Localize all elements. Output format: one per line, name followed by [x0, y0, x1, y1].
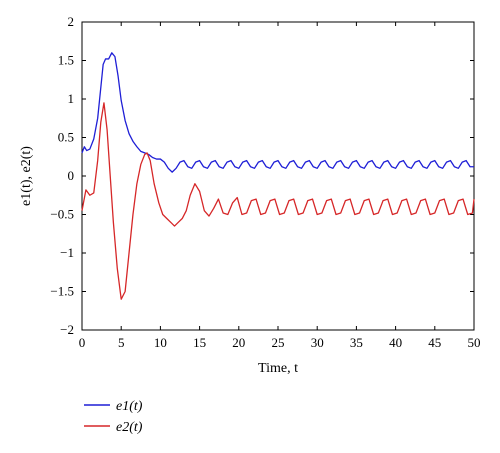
- x-tick-label: 15: [193, 335, 206, 350]
- x-tick-label: 40: [389, 335, 402, 350]
- y-tick-label: 2: [68, 14, 75, 29]
- y-tick-label: 1: [68, 91, 75, 106]
- y-tick-label: −2: [60, 322, 74, 337]
- y-axis-ticks: −2 −1.5 −1 −0.5 0 0.5 1 1.5 2: [50, 14, 474, 337]
- y-tick-label: −1: [60, 245, 74, 260]
- legend: e1(t) e2(t): [84, 399, 143, 435]
- x-axis-label: Time, t: [258, 361, 298, 376]
- y-tick-label: 0.5: [58, 130, 74, 145]
- x-axis-ticks: 0 5 10 15 20 25 30 35 40 45 50: [79, 22, 481, 350]
- x-tick-label: 20: [232, 335, 245, 350]
- x-tick-label: 0: [79, 335, 86, 350]
- x-tick-label: 30: [311, 335, 324, 350]
- x-tick-label: 25: [272, 335, 285, 350]
- y-tick-label: 1.5: [58, 53, 74, 68]
- y-axis-label: e1(t), e2(t): [19, 146, 34, 206]
- plot-area: [81, 21, 475, 331]
- y-tick-label: 0: [68, 168, 75, 183]
- y-tick-label: −1.5: [50, 284, 74, 299]
- series-line-e1: [81, 52, 474, 173]
- legend-label-e2: e2(t): [116, 420, 143, 435]
- x-tick-label: 50: [468, 335, 481, 350]
- legend-label-e1: e1(t): [116, 399, 143, 414]
- x-tick-label: 5: [118, 335, 125, 350]
- x-tick-label: 10: [154, 335, 167, 350]
- y-tick-label: −0.5: [50, 207, 74, 222]
- x-tick-label: 35: [350, 335, 363, 350]
- series-layer: [81, 52, 475, 300]
- series-line-e2: [81, 102, 475, 300]
- x-tick-label: 45: [428, 335, 441, 350]
